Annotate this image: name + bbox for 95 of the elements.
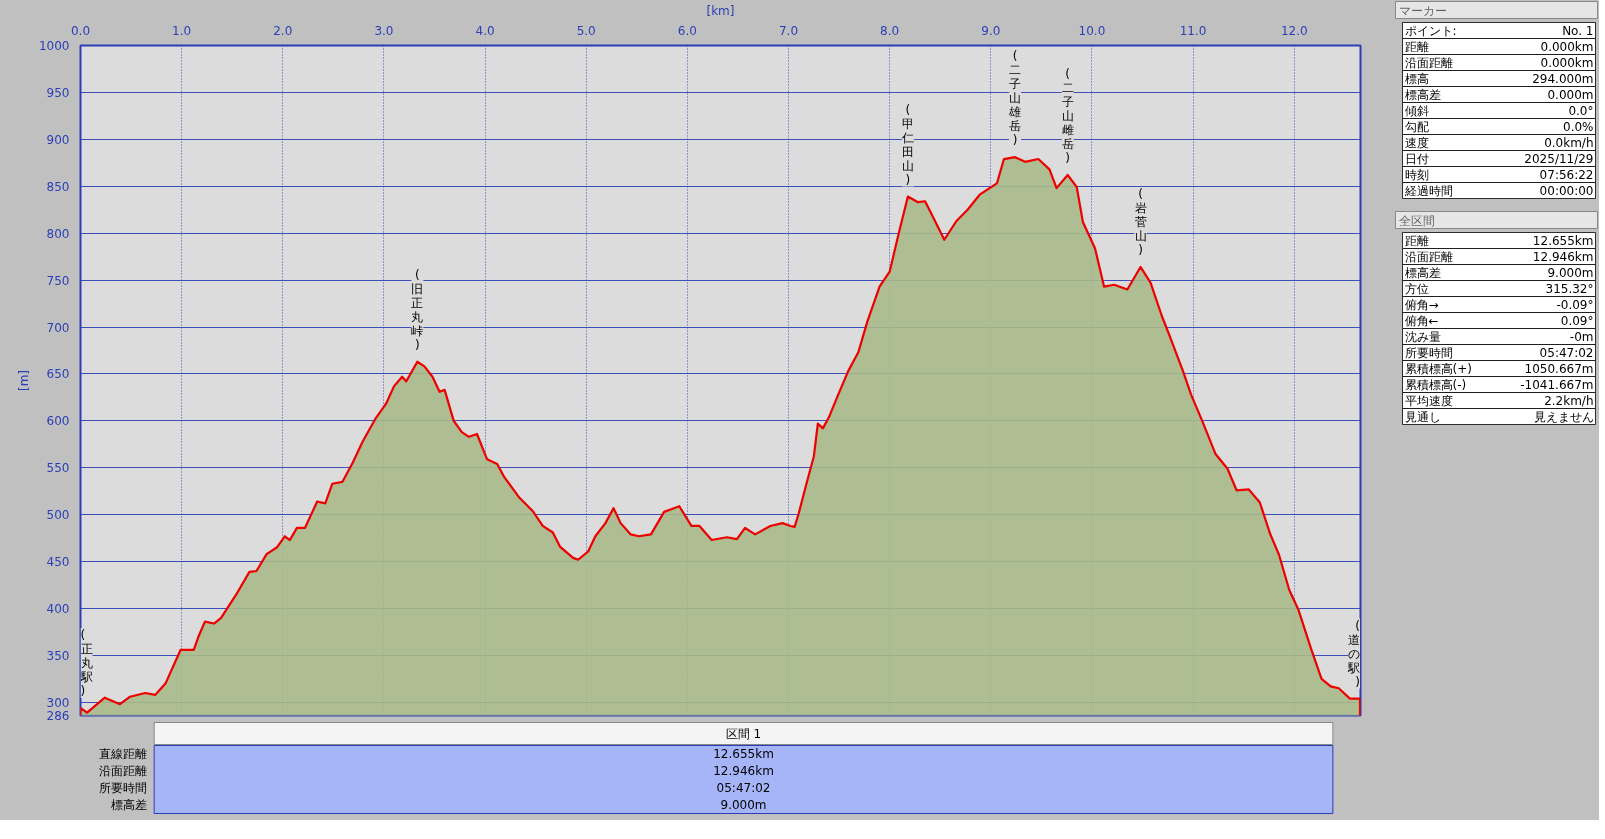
y-tick-label: 600 xyxy=(46,414,70,429)
text: 0.09° xyxy=(1560,313,1594,328)
text: マーカー xyxy=(1398,3,1447,18)
text: ポイント: xyxy=(1404,23,1457,38)
text: 0.0% xyxy=(1563,119,1594,134)
text: 沿面距離 xyxy=(98,764,147,778)
text: -0.09° xyxy=(1556,297,1594,312)
text: -1041.667m xyxy=(1520,377,1594,392)
text: 直線距離 xyxy=(98,747,147,761)
text: 05:47:02 xyxy=(716,781,771,795)
text: 見えません xyxy=(1533,409,1594,424)
text: 1050.667m xyxy=(1524,361,1594,376)
text: No. 1 xyxy=(1562,23,1594,38)
text: 標高差 xyxy=(1404,265,1441,280)
y-tick-label: 750 xyxy=(46,273,70,288)
x-tick-label: 8.0 xyxy=(880,23,900,38)
text: 沈み量 xyxy=(1404,329,1441,344)
text: 累積標高(-) xyxy=(1404,377,1467,392)
text: 315.32° xyxy=(1545,281,1594,296)
text: 所要時間 xyxy=(98,781,147,795)
y-tick-label: 800 xyxy=(46,226,70,241)
text: 294.000m xyxy=(1532,71,1594,86)
y-tick-label: 950 xyxy=(46,85,70,100)
text: 時刻 xyxy=(1404,167,1429,182)
text: 0.0° xyxy=(1568,103,1594,118)
y-tick-label: 1000 xyxy=(38,39,70,53)
text: 速度 xyxy=(1404,135,1429,150)
text: 見通し xyxy=(1404,409,1441,424)
y-tick-label: 450 xyxy=(46,555,70,570)
text: 距離 xyxy=(1404,39,1429,54)
x-tick-label: 3.0 xyxy=(374,23,394,38)
text: 方位 xyxy=(1404,281,1429,296)
text: 俯角← xyxy=(1404,313,1439,328)
text: 05:47:02 xyxy=(1539,345,1594,360)
text: 全区間 xyxy=(1398,213,1435,228)
text: 平均速度 xyxy=(1404,393,1453,408)
text: 所要時間 xyxy=(1404,345,1453,360)
text: 標高 xyxy=(1404,71,1429,86)
x-tick-label: 5.0 xyxy=(576,23,596,38)
x-tick-label: 12.0 xyxy=(1280,23,1308,38)
annotation: (旧正丸峠) xyxy=(411,267,424,352)
y-tick-label: 500 xyxy=(46,508,70,523)
text: 12.946km xyxy=(713,764,774,778)
y-axis-title: [m] xyxy=(16,369,31,392)
text: 2.2km/h xyxy=(1544,393,1594,408)
text: 標高差 xyxy=(110,798,147,812)
annotation: (二子山雄岳) xyxy=(1008,49,1022,148)
x-tick-label: 11.0 xyxy=(1179,23,1207,38)
text: 12.946km xyxy=(1532,249,1594,264)
annotation: (正丸駅) xyxy=(79,627,93,698)
text: 07:56:22 xyxy=(1539,167,1594,182)
annotation: (甲仁田山) xyxy=(900,102,914,187)
x-tick-label: 4.0 xyxy=(475,23,495,38)
text: -0m xyxy=(1569,329,1594,344)
x-tick-label: 7.0 xyxy=(778,23,799,38)
annotation: (二子山雌岳) xyxy=(1061,67,1074,165)
x-tick-label: 6.0 xyxy=(677,23,697,38)
text: 12.655km xyxy=(1532,233,1594,248)
text: 俯角→ xyxy=(1404,297,1439,312)
x-tick-label: 9.0 xyxy=(981,23,1001,38)
text: 標高差 xyxy=(1404,87,1441,102)
text: 勾配 xyxy=(1404,119,1429,134)
text: 9.000m xyxy=(1547,265,1594,280)
text: 0.000m xyxy=(1547,87,1594,102)
text: 12.655km xyxy=(713,747,774,761)
y-tick-label: 700 xyxy=(46,320,70,335)
text: 2025/11/29 xyxy=(1524,151,1594,166)
x-axis-title: [km] xyxy=(706,3,735,18)
x-tick-label: 1.0 xyxy=(172,23,192,38)
text: 経過時間 xyxy=(1403,183,1453,198)
text: 0.000km xyxy=(1540,55,1594,70)
text: 距離 xyxy=(1404,233,1429,248)
x-tick-label: 10.0 xyxy=(1078,23,1106,38)
y-tick-label: 850 xyxy=(46,179,70,194)
y-tick-label: 400 xyxy=(46,602,70,617)
y-tick-label: 300 xyxy=(46,695,70,710)
text: 0.000km xyxy=(1540,39,1594,54)
text: 沿面距離 xyxy=(1404,249,1453,264)
text: 0.0km/h xyxy=(1544,135,1594,150)
annotation: (岩菅山) xyxy=(1134,186,1147,257)
text: 区間 1 xyxy=(725,726,762,741)
text: 傾斜 xyxy=(1404,103,1429,118)
y-tick-label: 286 xyxy=(46,709,70,723)
annotation: (道の駅) xyxy=(1346,618,1360,689)
text: 沿面距離 xyxy=(1404,55,1453,70)
y-tick-label: 650 xyxy=(46,367,70,382)
text: 00:00:00 xyxy=(1539,183,1594,198)
x-tick-label: 0.0 xyxy=(70,23,91,38)
y-tick-label: 550 xyxy=(46,461,70,476)
text: 日付 xyxy=(1404,151,1429,166)
y-tick-label: 900 xyxy=(46,132,70,147)
y-tick-label: 350 xyxy=(46,648,70,663)
text: 9.000m xyxy=(720,798,767,812)
x-tick-label: 2.0 xyxy=(273,23,293,38)
text: 累積標高(+) xyxy=(1404,361,1472,376)
